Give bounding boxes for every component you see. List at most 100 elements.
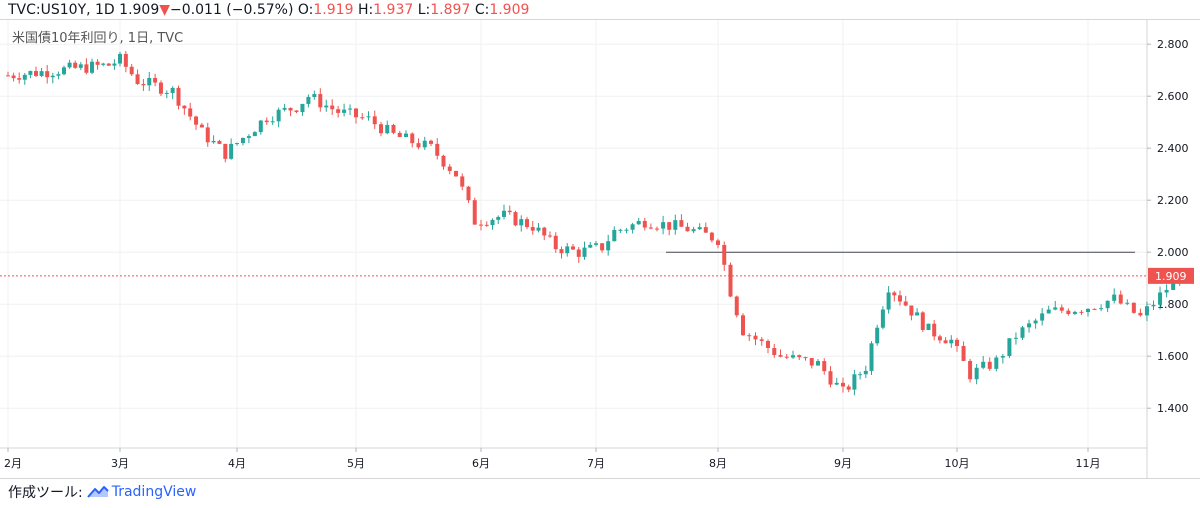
candle-body (205, 127, 210, 143)
candle-body (129, 66, 134, 75)
symbol-header: TVC:US10Y, 1D 1.909▼−0.011 (−0.57%) O:1.… (8, 0, 529, 20)
low-label: L: (417, 2, 431, 18)
candle-body (926, 323, 931, 330)
candle-body (834, 382, 839, 385)
x-month-label: 7月 (587, 457, 605, 470)
candle-body (1164, 289, 1169, 293)
candle-body (264, 120, 269, 123)
candle-body (164, 92, 169, 94)
candle-body (270, 121, 275, 123)
candle-body (324, 105, 329, 108)
candle-body (507, 210, 512, 213)
candle-body (282, 107, 287, 110)
candle-body (809, 358, 814, 366)
candle-body (828, 371, 833, 385)
candle-body (548, 235, 552, 237)
candle-body (1072, 311, 1077, 314)
candle-body (863, 370, 868, 375)
x-month-label: 10月 (945, 457, 970, 470)
candle-body (741, 315, 745, 336)
candle-body (1059, 307, 1064, 311)
candle-body (772, 347, 777, 356)
candle-body (691, 229, 696, 232)
candle-body (600, 243, 605, 251)
candle-body (858, 374, 863, 376)
tradingview-link[interactable]: TradingView (86, 484, 196, 500)
down-arrow-icon: ▼ (159, 2, 171, 18)
candle-body (968, 360, 973, 380)
candlestick-chart[interactable]: 2.800 2.600 2.400 2.200 2.000 1.800 1.600 1.400… (0, 20, 1200, 478)
candle-body (987, 361, 992, 369)
candle-body (981, 361, 986, 368)
candle-body (679, 220, 684, 227)
candle-body (176, 87, 181, 106)
candle-body (379, 124, 383, 134)
candle-body (223, 143, 228, 159)
candle-body (536, 227, 541, 231)
candle-body (759, 339, 764, 341)
candle-body (1171, 279, 1176, 290)
candle-body (441, 155, 446, 167)
candle-body (513, 212, 518, 226)
candle-body (447, 166, 452, 171)
candle-body (141, 84, 146, 86)
candle-body (11, 75, 16, 79)
candle-body (422, 140, 427, 148)
symbol-label[interactable]: TVC:US10Y, 1D (8, 2, 115, 18)
candle-body (360, 117, 365, 119)
candle-body (39, 71, 44, 76)
low-value: 1.897 (430, 2, 471, 18)
x-month-label: 9月 (834, 457, 852, 470)
candle-body (1066, 310, 1071, 314)
candle-body (199, 124, 204, 128)
candle-body (1033, 320, 1038, 324)
candle-body (170, 87, 175, 93)
candle-body (466, 186, 471, 201)
candle-body (697, 227, 702, 230)
candle-body (709, 232, 714, 241)
candle-body (594, 243, 598, 245)
candle-body (101, 63, 106, 65)
candle-body (920, 312, 925, 330)
candle-body (67, 62, 72, 68)
candle-body (1105, 300, 1110, 309)
candle-body (1144, 306, 1149, 316)
candle-body (300, 103, 305, 113)
candle-body (525, 219, 529, 228)
candle-body (252, 132, 257, 137)
candle-body (784, 356, 789, 358)
candle-body (391, 124, 396, 133)
candle-body (106, 63, 111, 66)
candle-body (306, 96, 311, 104)
chart-panel[interactable]: 2.800 2.600 2.400 2.200 2.000 1.800 1.600 1.400… (0, 19, 1200, 479)
candle-body (276, 109, 281, 122)
candle-body (240, 137, 245, 144)
last-price: 1.909 (119, 2, 160, 18)
candle-body (571, 246, 575, 250)
candle-body (454, 170, 458, 177)
candle-body (1040, 313, 1045, 321)
candle-body (288, 107, 293, 111)
candle-body (135, 74, 140, 85)
candle-body (636, 220, 641, 225)
candle-body (612, 229, 617, 242)
candle-body (565, 246, 570, 254)
footer-prefix: 作成ツール: (8, 485, 83, 501)
candle-body (217, 140, 222, 144)
candle-body (460, 176, 465, 187)
candle-body (78, 64, 83, 68)
x-month-label: 6月 (472, 457, 490, 470)
candle-body (429, 140, 433, 144)
candle-body (1013, 337, 1018, 339)
candle-body (1079, 311, 1084, 313)
candle-body (667, 222, 672, 230)
candle-body (56, 74, 61, 76)
candle-body (1099, 308, 1104, 310)
candle-body (472, 200, 477, 225)
candle-body (582, 247, 587, 257)
candle-body (1112, 294, 1117, 301)
candle-body (846, 386, 851, 390)
candle-body (1125, 302, 1130, 304)
y-tick-label: 2.800 (1157, 38, 1189, 51)
candle-body (188, 108, 193, 117)
